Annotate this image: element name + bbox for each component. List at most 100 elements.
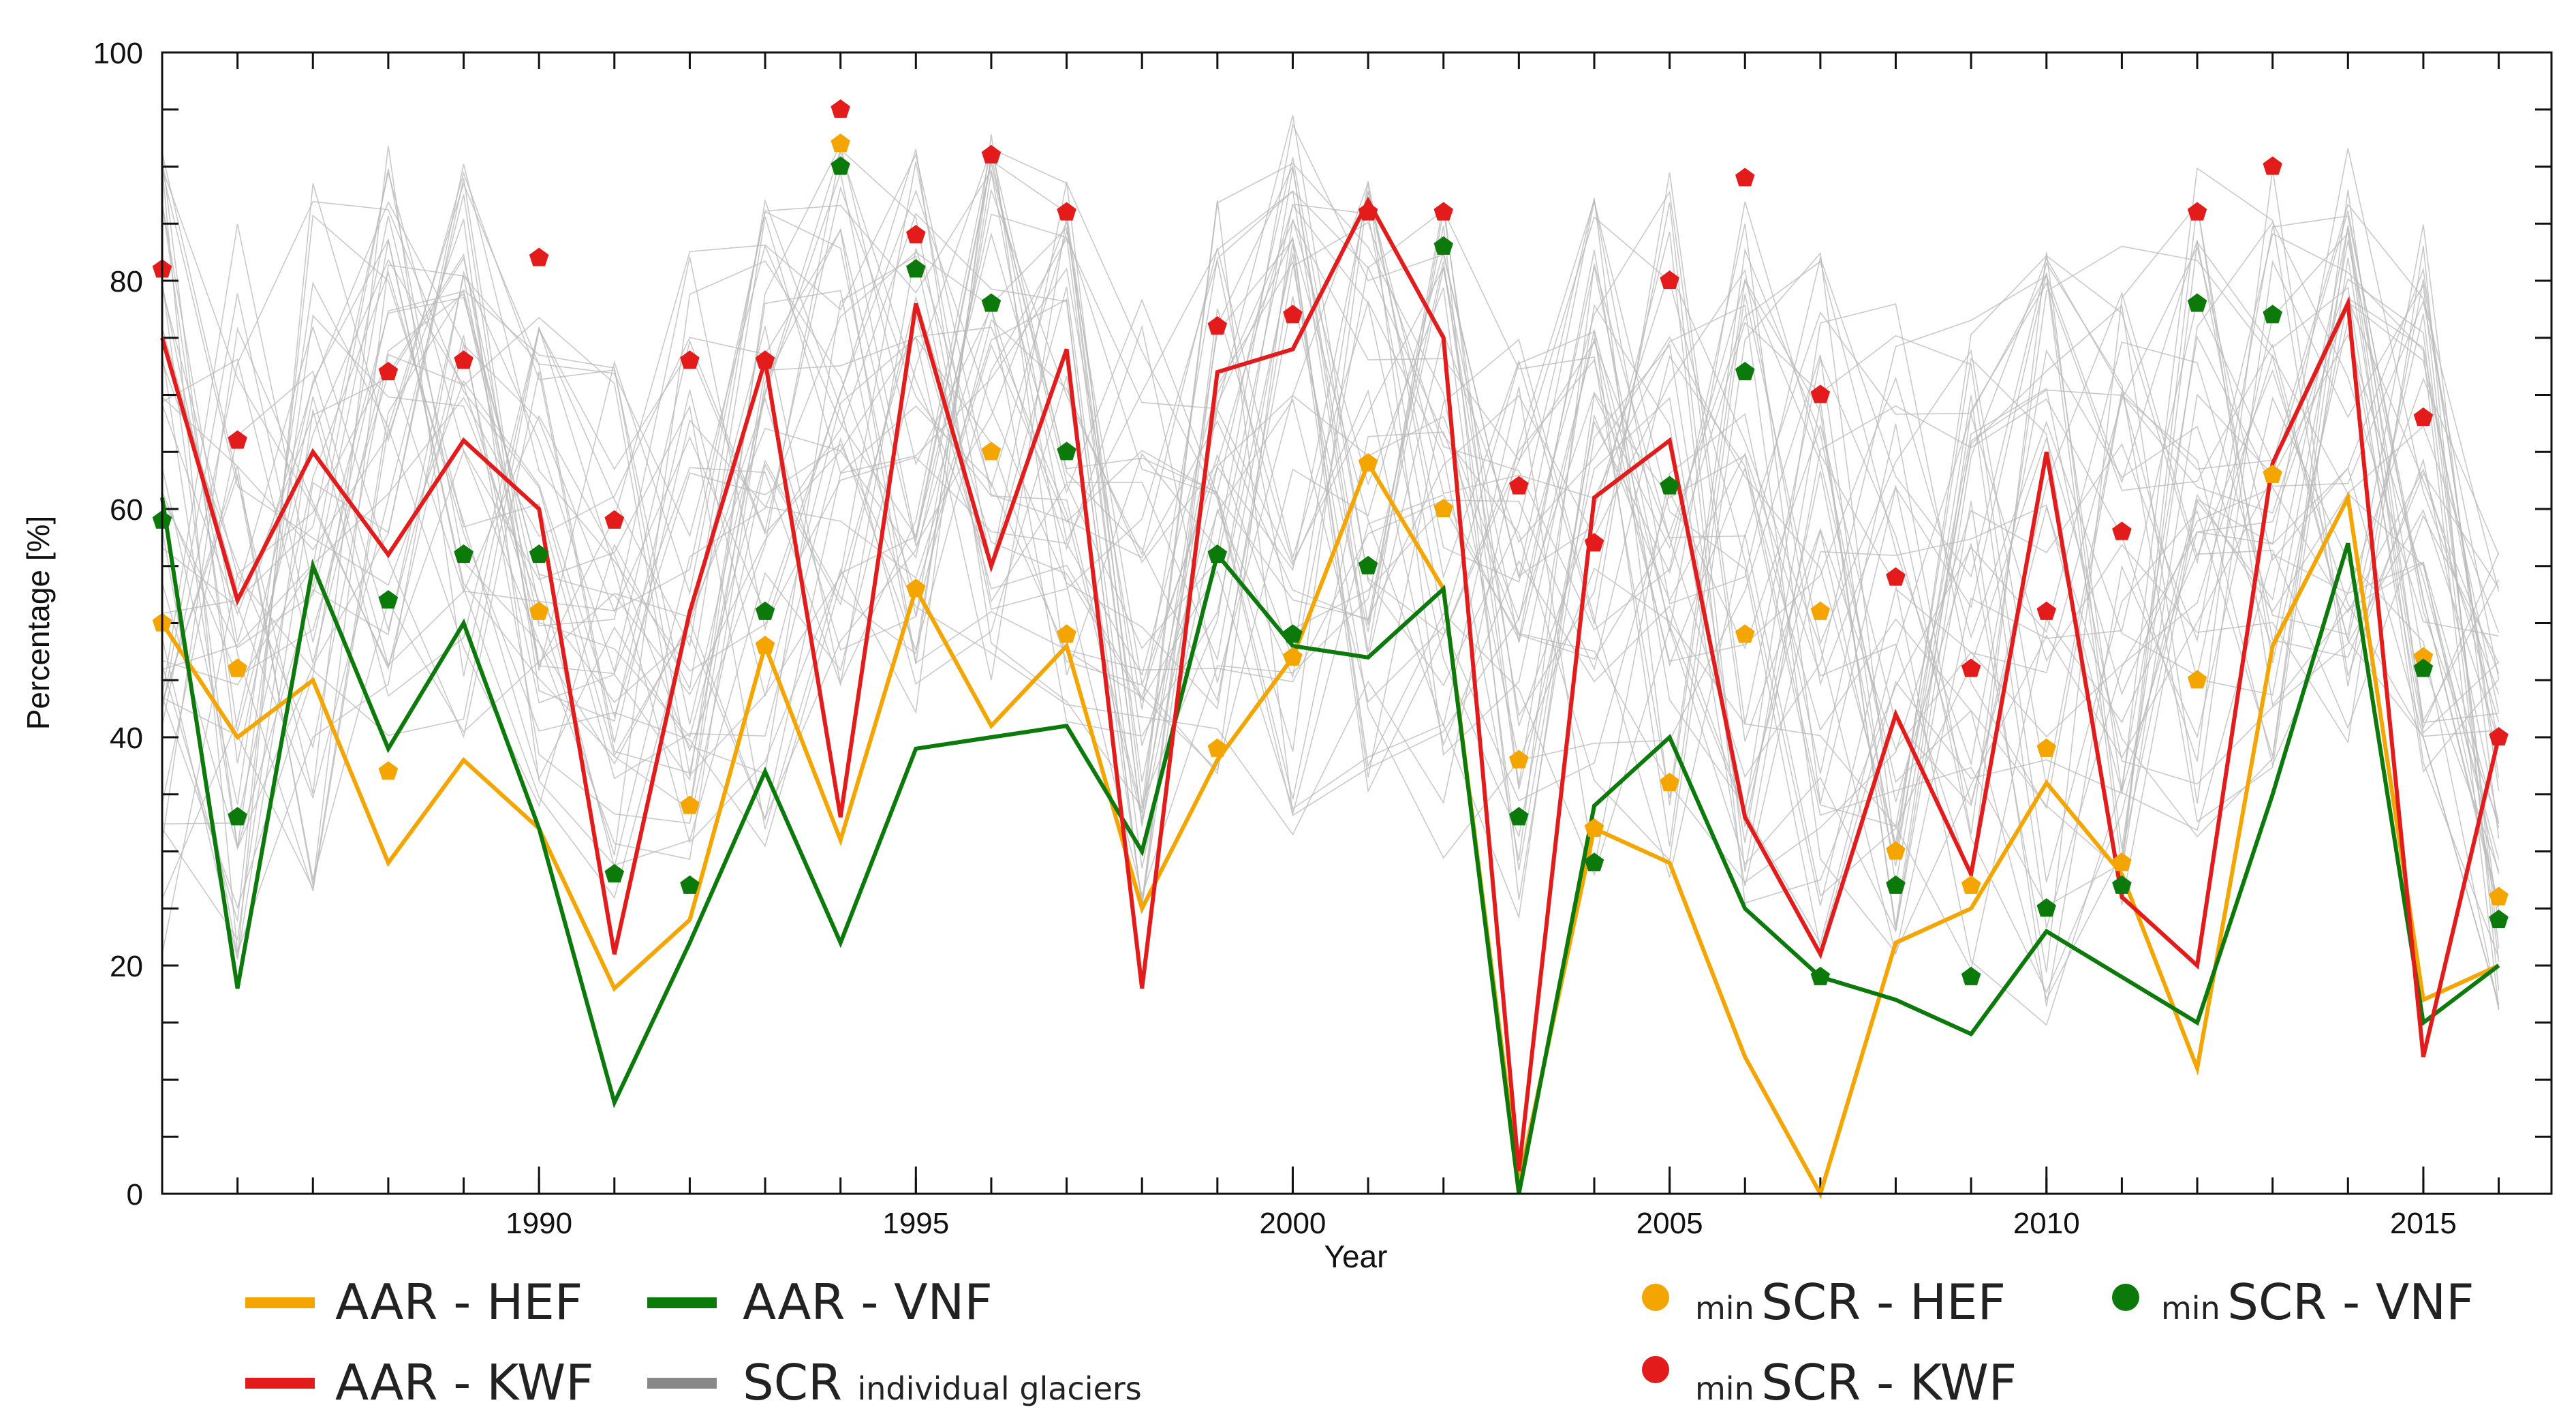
point-minscr-kwf: [529, 247, 549, 266]
point-minscr-hef: [2036, 738, 2056, 757]
y-tick-label: 0: [127, 1178, 143, 1211]
point-minscr-vnf: [1735, 362, 1755, 381]
y-tick-label: 60: [110, 493, 143, 527]
scr-glacier-line: [161, 149, 2500, 886]
minscr-points-layer: [152, 99, 2509, 985]
point-minscr-kwf: [906, 225, 926, 244]
point-minscr-hef: [1810, 601, 1831, 620]
point-minscr-vnf: [378, 590, 399, 609]
point-minscr-kwf: [680, 350, 700, 369]
legend-label-scr: SCR individual glaciers: [743, 1354, 1142, 1411]
x-tick-label: 1995: [882, 1207, 949, 1240]
scr-glacier-line: [161, 162, 2500, 963]
x-tick-label: 2005: [1636, 1207, 1703, 1240]
point-minscr-kwf: [1358, 202, 1378, 221]
point-minscr-vnf: [1961, 966, 1981, 985]
point-minscr-hef: [1057, 624, 1076, 643]
point-minscr-hef: [1433, 499, 1453, 518]
legend-minscr-hef-text: SCR - HEF: [1761, 1274, 2006, 1331]
point-minscr-hef: [906, 578, 926, 598]
point-minscr-hef: [981, 442, 1002, 461]
point-minscr-vnf: [2036, 898, 2056, 917]
point-minscr-vnf: [1283, 624, 1303, 643]
legend: AAR - HEF AAR - VNF AAR - KWF SCR indivi…: [245, 1274, 2474, 1411]
scr-glacier-line: [161, 164, 2500, 955]
scr-glacier-line: [161, 153, 2500, 1009]
series-line-aar-kwf: [160, 196, 2501, 1171]
point-minscr-vnf: [2187, 293, 2207, 312]
scr-glacier-line: [161, 168, 2500, 991]
point-minscr-vnf: [2112, 875, 2132, 894]
point-minscr-vnf: [529, 544, 549, 564]
point-minscr-kwf: [1660, 271, 1679, 290]
legend-label-aar-kwf: AAR - KWF: [335, 1354, 594, 1411]
legend-min-prefix-hef: min: [1695, 1290, 1754, 1327]
y-axis-title: Percentage [%]: [20, 516, 56, 730]
point-minscr-hef: [680, 795, 700, 814]
scr-glacier-line: [161, 149, 2499, 929]
point-minscr-hef: [1660, 773, 1679, 792]
y-tick-label: 100: [93, 37, 143, 70]
point-minscr-kwf: [378, 362, 399, 381]
point-minscr-vnf: [755, 601, 775, 620]
point-minscr-hef: [529, 601, 549, 620]
legend-label-aar-hef: AAR - HEF: [335, 1274, 583, 1331]
point-minscr-vnf: [1509, 807, 1529, 826]
point-minscr-kwf: [755, 350, 775, 369]
scr-glacier-line: [161, 178, 2500, 994]
point-minscr-kwf: [2489, 727, 2509, 746]
point-minscr-hef: [378, 761, 399, 780]
point-minscr-kwf: [2413, 407, 2434, 427]
scr-glacier-line: [161, 172, 2500, 891]
scr-glacier-line: [161, 170, 2500, 836]
point-minscr-vnf: [1584, 852, 1604, 871]
point-minscr-hef: [1509, 750, 1529, 769]
x-tick-label: 1990: [506, 1207, 572, 1240]
point-minscr-vnf: [831, 156, 850, 175]
point-minscr-kwf: [1810, 384, 1831, 403]
point-minscr-vnf: [2413, 658, 2434, 677]
point-minscr-kwf: [1433, 202, 1453, 221]
scr-glacier-line: [161, 168, 2499, 880]
aar-lines-layer: [160, 196, 2501, 1199]
scr-glacier-line: [161, 148, 2500, 972]
point-minscr-hef: [1961, 875, 1981, 894]
scr-glacier-line: [161, 157, 2500, 861]
point-minscr-hef: [2263, 464, 2282, 483]
legend-min-prefix-kwf: min: [1695, 1370, 1754, 1407]
point-minscr-hef: [2112, 852, 2132, 871]
point-minscr-vnf: [1207, 544, 1228, 564]
point-minscr-vnf: [981, 293, 1002, 312]
x-axis-title: Year: [1324, 1239, 1388, 1274]
point-minscr-kwf: [831, 99, 850, 118]
scr-glacier-line: [161, 190, 2500, 874]
point-minscr-vnf: [2263, 305, 2282, 324]
x-tick-label: 2010: [2013, 1207, 2080, 1240]
axis-ticks: 1990 1995 2000 2005 2010 2015 0 20 40 60 80 100: [93, 37, 2551, 1240]
point-minscr-kwf: [2036, 601, 2056, 620]
scr-glacier-line: [161, 172, 2500, 1010]
point-minscr-hef: [2187, 670, 2207, 689]
y-tick-label: 40: [110, 722, 143, 755]
legend-minscr-vnf-text: SCR - VNF: [2227, 1274, 2474, 1331]
legend-scr-sub: individual glaciers: [857, 1370, 1141, 1407]
series-line-aar-vnf: [160, 497, 2500, 1194]
point-minscr-kwf: [2112, 521, 2132, 540]
scr-glacier-line: [161, 191, 2500, 954]
point-minscr-vnf: [906, 259, 926, 278]
legend-scr-main: SCR: [743, 1354, 842, 1411]
point-minscr-kwf: [454, 350, 474, 369]
y-tick-label: 80: [110, 265, 143, 298]
point-minscr-vnf: [1660, 476, 1679, 495]
point-minscr-kwf: [2263, 156, 2282, 175]
legend-minscr-kwf-text: SCR - KWF: [1761, 1354, 2017, 1411]
point-minscr-hef: [1735, 624, 1755, 643]
scr-glacier-line: [161, 115, 2500, 1005]
point-minscr-vnf: [454, 544, 474, 564]
scr-glacier-line: [161, 149, 2500, 955]
point-minscr-hef: [2413, 647, 2434, 666]
point-minscr-kwf: [981, 144, 1002, 164]
point-minscr-kwf: [1207, 316, 1228, 335]
scr-glacier-line: [161, 204, 2500, 908]
